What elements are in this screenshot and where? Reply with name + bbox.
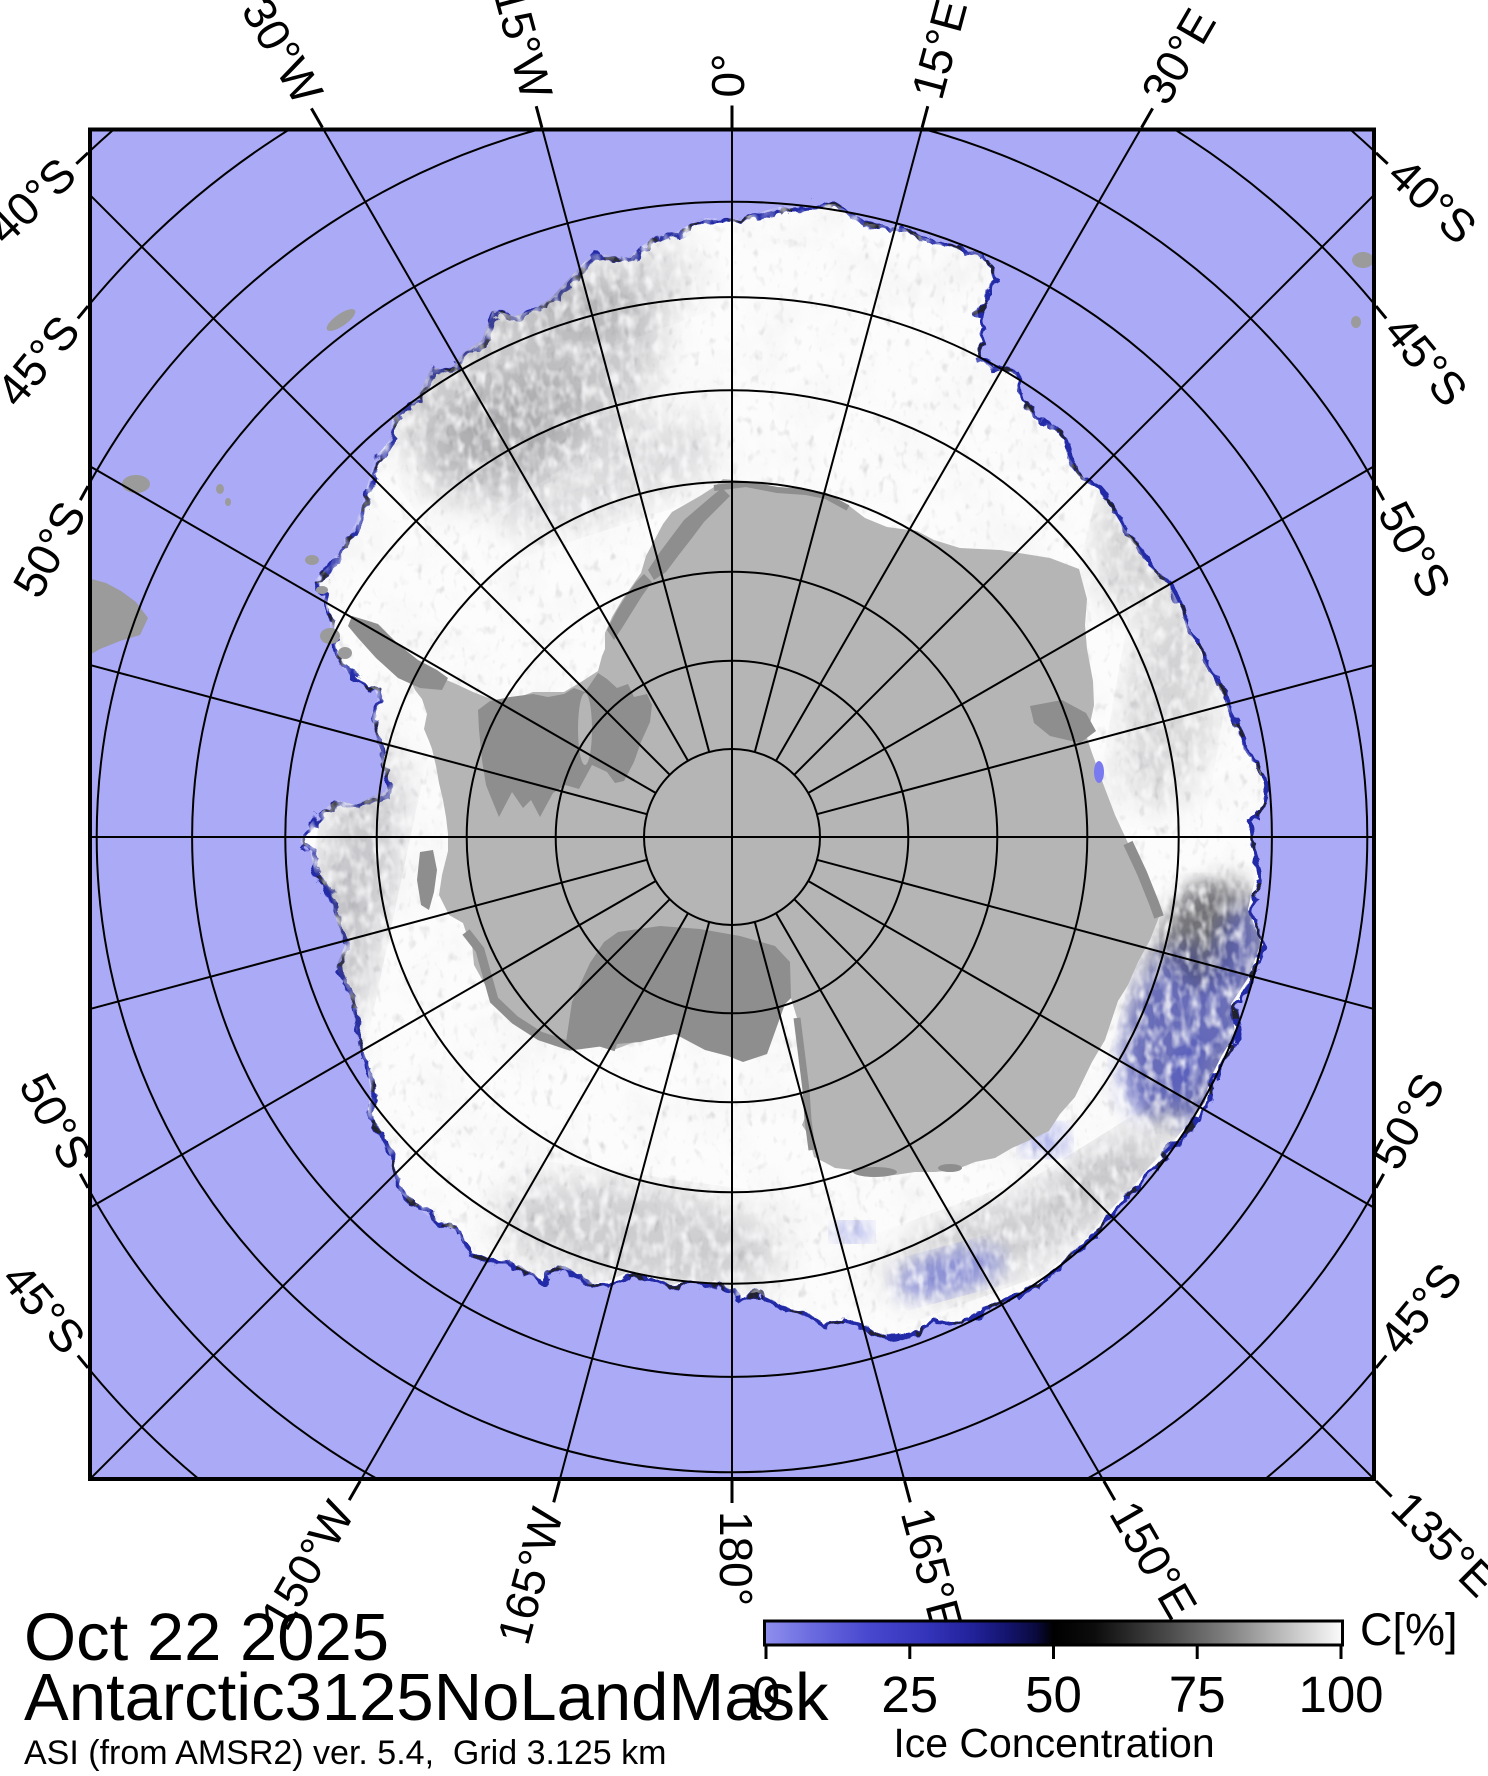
svg-text:75: 75	[1169, 1666, 1226, 1723]
svg-text:ASI (from AMSR2) ver. 5.4, Gr: ASI (from AMSR2) ver. 5.4, Grid 3.125 km	[24, 1734, 666, 1771]
svg-text:C[%]: C[%]	[1360, 1604, 1458, 1655]
svg-text:50: 50	[1025, 1666, 1082, 1723]
svg-text:Ice Concentration: Ice Concentration	[893, 1720, 1214, 1766]
svg-text:100: 100	[1298, 1666, 1383, 1723]
svg-text:Antarctic3125NoLandMask: Antarctic3125NoLandMask	[24, 1660, 829, 1735]
svg-text:0: 0	[752, 1666, 780, 1723]
svg-text:Oct 22 2025: Oct 22 2025	[24, 1600, 389, 1675]
svg-text:0°: 0°	[702, 54, 754, 98]
svg-text:25: 25	[881, 1666, 938, 1723]
svg-text:180°: 180°	[710, 1511, 762, 1606]
